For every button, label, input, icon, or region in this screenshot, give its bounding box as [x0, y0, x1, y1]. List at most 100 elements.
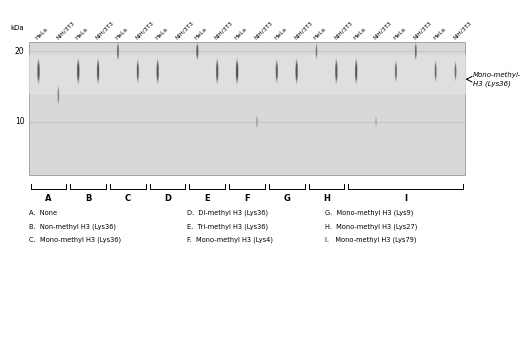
Ellipse shape: [276, 63, 278, 79]
Text: NIH/3T3: NIH/3T3: [174, 20, 194, 40]
Ellipse shape: [216, 57, 218, 85]
Ellipse shape: [414, 42, 417, 61]
Text: NIH/3T3: NIH/3T3: [214, 20, 234, 40]
Text: kDa: kDa: [11, 26, 24, 31]
Ellipse shape: [197, 45, 198, 57]
Ellipse shape: [335, 60, 337, 83]
Text: HeLa: HeLa: [353, 26, 367, 40]
Ellipse shape: [335, 57, 338, 85]
Text: A.  None: A. None: [29, 210, 57, 216]
Text: F.  Mono-methyl H3 (Lys4): F. Mono-methyl H3 (Lys4): [187, 237, 273, 243]
Text: NIH/3T3: NIH/3T3: [253, 20, 274, 40]
Ellipse shape: [295, 57, 298, 85]
Text: D.  Di-methyl H3 (Lys36): D. Di-methyl H3 (Lys36): [187, 210, 268, 217]
Text: HeLa: HeLa: [233, 26, 248, 40]
Ellipse shape: [137, 58, 139, 84]
Ellipse shape: [157, 63, 159, 80]
Ellipse shape: [375, 116, 377, 128]
Ellipse shape: [236, 60, 238, 83]
Text: HeLa: HeLa: [393, 26, 407, 40]
Ellipse shape: [296, 63, 297, 80]
Text: D: D: [164, 194, 171, 203]
Text: HeLa: HeLa: [75, 26, 89, 40]
Text: A: A: [45, 194, 51, 203]
Ellipse shape: [97, 63, 99, 80]
Ellipse shape: [355, 60, 357, 83]
Ellipse shape: [256, 116, 257, 128]
Ellipse shape: [76, 57, 80, 85]
Text: HeLa: HeLa: [35, 26, 49, 40]
Text: NIH/3T3: NIH/3T3: [372, 20, 393, 40]
Ellipse shape: [236, 57, 239, 85]
Text: NIH/3T3: NIH/3T3: [55, 20, 75, 40]
Ellipse shape: [435, 60, 437, 83]
Text: NIH/3T3: NIH/3T3: [95, 20, 115, 40]
Ellipse shape: [256, 117, 257, 126]
Text: I.   Mono-methyl H3 (Lys79): I. Mono-methyl H3 (Lys79): [325, 237, 417, 243]
Ellipse shape: [137, 63, 139, 79]
Ellipse shape: [157, 60, 159, 83]
Ellipse shape: [355, 63, 357, 80]
Ellipse shape: [236, 63, 238, 80]
Bar: [29, 42, 465, 175]
Text: NIH/3T3: NIH/3T3: [293, 20, 314, 40]
Ellipse shape: [57, 85, 59, 106]
Text: NIH/3T3: NIH/3T3: [412, 20, 433, 40]
Ellipse shape: [117, 42, 119, 61]
Ellipse shape: [97, 57, 99, 85]
Ellipse shape: [216, 63, 218, 80]
Ellipse shape: [316, 46, 317, 57]
Ellipse shape: [415, 43, 417, 59]
Ellipse shape: [375, 117, 376, 127]
Ellipse shape: [77, 60, 80, 83]
Text: C: C: [125, 194, 131, 203]
Ellipse shape: [256, 114, 258, 129]
Ellipse shape: [295, 60, 298, 83]
Ellipse shape: [196, 42, 199, 61]
Text: HeLa: HeLa: [273, 26, 288, 40]
Ellipse shape: [58, 89, 59, 102]
Text: E: E: [204, 194, 210, 203]
Ellipse shape: [37, 63, 40, 80]
Text: H: H: [323, 194, 330, 203]
Text: HeLa: HeLa: [154, 26, 168, 40]
Ellipse shape: [454, 63, 457, 80]
Ellipse shape: [335, 63, 337, 80]
Text: HeLa: HeLa: [114, 26, 128, 40]
Ellipse shape: [197, 43, 199, 59]
Ellipse shape: [97, 60, 99, 83]
Ellipse shape: [37, 60, 40, 83]
Text: G: G: [283, 194, 290, 203]
Text: HeLa: HeLa: [432, 26, 446, 40]
Ellipse shape: [276, 58, 278, 84]
Text: C.  Mono-methyl H3 (Lys36): C. Mono-methyl H3 (Lys36): [29, 237, 121, 243]
Ellipse shape: [37, 57, 40, 85]
Ellipse shape: [117, 43, 119, 59]
Text: E.  Tri-methyl H3 (Lys36): E. Tri-methyl H3 (Lys36): [187, 223, 268, 230]
Ellipse shape: [276, 61, 278, 82]
Text: NIH/3T3: NIH/3T3: [333, 20, 353, 40]
Ellipse shape: [156, 57, 159, 85]
Ellipse shape: [454, 61, 457, 82]
Text: 20: 20: [15, 47, 24, 56]
Ellipse shape: [435, 64, 436, 79]
Ellipse shape: [57, 86, 59, 104]
Text: F: F: [244, 194, 250, 203]
Text: HeLa: HeLa: [313, 26, 327, 40]
Text: H.  Mono-methyl H3 (Lys27): H. Mono-methyl H3 (Lys27): [325, 223, 418, 230]
Text: NIH/3T3: NIH/3T3: [452, 20, 472, 40]
Text: B: B: [85, 194, 92, 203]
Ellipse shape: [395, 60, 397, 83]
Ellipse shape: [395, 64, 397, 79]
Ellipse shape: [375, 118, 376, 126]
Ellipse shape: [455, 65, 456, 78]
Text: 10: 10: [15, 117, 24, 126]
Ellipse shape: [415, 45, 417, 57]
Text: B.  Non-methyl H3 (Lys36): B. Non-methyl H3 (Lys36): [29, 223, 115, 230]
Ellipse shape: [395, 62, 397, 81]
Text: I: I: [405, 194, 407, 203]
Ellipse shape: [137, 61, 139, 82]
Ellipse shape: [77, 63, 79, 80]
Text: G.  Mono-methyl H3 (Lys9): G. Mono-methyl H3 (Lys9): [325, 210, 413, 217]
Ellipse shape: [117, 45, 119, 57]
